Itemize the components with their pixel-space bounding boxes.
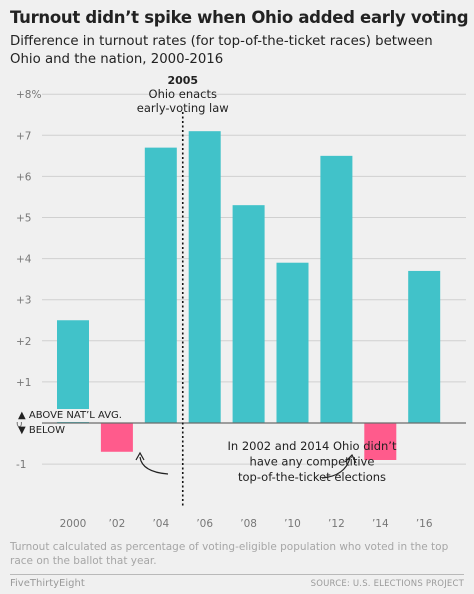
x-tick-label: ’16	[416, 518, 433, 530]
y-tick-label: +1	[16, 377, 31, 389]
below-average-label: ▼ BELOW	[18, 425, 65, 436]
annotation-arrowhead-2014	[344, 453, 357, 464]
y-tick-label: +2	[16, 336, 31, 348]
event-label-line: early-voting law	[137, 101, 229, 115]
annotation-line: top-of-the-ticket elections	[238, 470, 386, 484]
bar-10	[276, 262, 309, 423]
annotation-arrowhead-2002	[135, 451, 145, 461]
annotation-arrow-2002	[139, 456, 169, 475]
event-label-line: Ohio enacts	[149, 87, 217, 101]
y-tick-label: +4	[16, 254, 32, 266]
x-tick-label: ’12	[328, 518, 345, 530]
annotation-arrow-2014	[321, 457, 351, 479]
above-average-label: ▲ ABOVE NAT’L AVG.	[18, 410, 122, 421]
event-year-label: 2005	[167, 74, 198, 87]
bar-06	[188, 131, 221, 423]
bar-chart: -1 0 +1 +2 +3 +4 +5 +6 +7 +8% 2000 ’02 ’04 ’06 ’08 ’10 ’…	[16, 74, 466, 530]
x-tick-label: 2000	[60, 518, 87, 530]
x-tick-label: ’04	[152, 518, 169, 530]
y-tick-label: +6	[16, 171, 32, 183]
brand-name: FiveThirtyEight	[10, 578, 85, 589]
annotation-line: In 2002 and 2014 Ohio didn’t	[228, 439, 397, 453]
y-tick-label: +7	[16, 130, 31, 142]
bar-16	[408, 270, 441, 423]
source-credit: SOURCE: U.S. ELECTIONS PROJECT	[310, 579, 464, 589]
bar-14	[364, 423, 397, 460]
bar-02	[100, 423, 133, 452]
x-tick-label: ’14	[372, 518, 389, 530]
annotation-line: have any competitive	[250, 455, 375, 469]
bar-08	[232, 205, 265, 423]
bar-12	[320, 155, 353, 423]
bar-04	[144, 147, 177, 423]
y-tick-label: +5	[16, 213, 31, 225]
footer-divider	[10, 574, 464, 575]
y-tick-label: 0	[16, 418, 23, 430]
bar-2000	[57, 320, 89, 423]
y-tick-label: +3	[16, 295, 31, 307]
chart-title: Turnout didn’t spike when Ohio added ear…	[10, 8, 469, 27]
x-tick-label: ’06	[196, 518, 213, 530]
y-tick-label: +8%	[16, 89, 41, 101]
y-tick-label: -1	[16, 459, 26, 471]
x-tick-label: ’02	[109, 518, 126, 530]
x-tick-label: ’10	[284, 518, 301, 530]
x-tick-label: ’08	[240, 518, 257, 530]
above-average-label-bg	[16, 409, 124, 422]
footnote: Turnout calculated as percentage of voti…	[10, 541, 449, 567]
chart-subtitle: Difference in turnout rates (for top-of-…	[10, 34, 433, 67]
